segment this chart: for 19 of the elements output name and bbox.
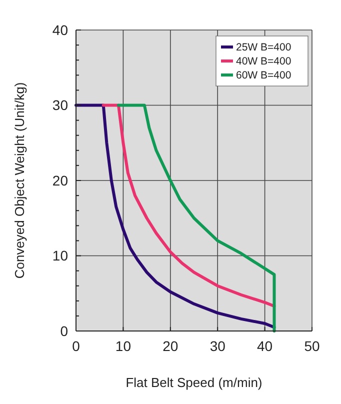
x-tick-label: 0 xyxy=(72,338,80,354)
legend-label: 25W B=400 xyxy=(236,42,292,54)
x-tick-label: 50 xyxy=(304,338,320,354)
legend-label: 60W B=400 xyxy=(236,70,292,82)
y-tick-label: 30 xyxy=(52,97,68,114)
y-tick-label: 0 xyxy=(60,322,68,339)
y-tick-label: 20 xyxy=(52,172,68,188)
y-tick-label: 40 xyxy=(52,22,68,38)
line-series xyxy=(74,104,276,329)
x-tick-label: 20 xyxy=(162,338,178,354)
legend-label: 40W B=400 xyxy=(236,56,292,68)
line-series xyxy=(116,104,276,332)
x-tick-label: 10 xyxy=(115,338,132,354)
x-tick-label: 30 xyxy=(210,338,226,354)
x-axis-title: Flat Belt Speed (m/min) xyxy=(126,375,262,390)
y-axis-title: Conveyed Object Weight (Unit/kg) xyxy=(12,82,27,279)
x-tick-label: 40 xyxy=(257,338,273,354)
line-series xyxy=(102,104,276,308)
y-tick-label: 10 xyxy=(52,248,68,264)
